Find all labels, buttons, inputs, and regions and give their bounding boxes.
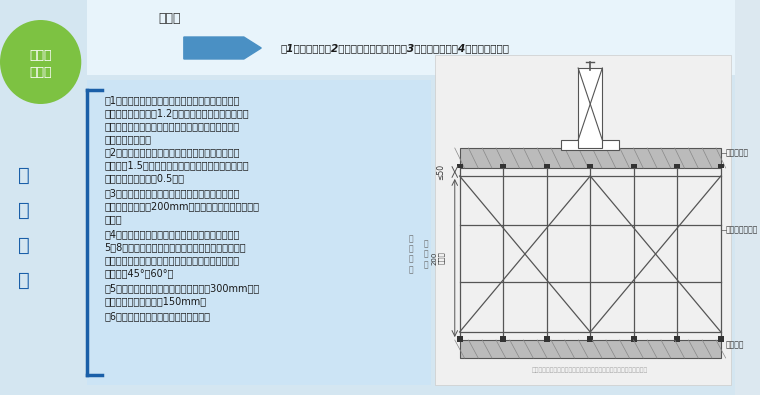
Text: 化: 化 <box>18 201 30 220</box>
Text: 距钢管底端不大于200mm，横向扫地杆在纵向扫地杆: 距钢管底端不大于200mm，横向扫地杆在纵向扫地杆 <box>105 201 259 211</box>
FancyBboxPatch shape <box>87 80 431 385</box>
Text: （1）立杆设置：立杆间距应按照计算书要求进行设: （1）立杆设置：立杆间距应按照计算书要求进行设 <box>105 95 240 105</box>
Text: （2）水平杆步距：步距根据计算要求进行设置，且: （2）水平杆步距：步距根据计算要求进行设置，且 <box>105 147 240 157</box>
FancyBboxPatch shape <box>460 148 721 168</box>
Text: （6）若存在多层地下室，应逐层加固。: （6）若存在多层地下室，应逐层加固。 <box>105 311 211 321</box>
FancyArrow shape <box>184 37 261 59</box>
Text: 固体系: 固体系 <box>30 66 52 79</box>
FancyBboxPatch shape <box>631 164 637 168</box>
FancyBboxPatch shape <box>460 340 721 358</box>
FancyBboxPatch shape <box>0 0 736 395</box>
Text: 剪刀撑连续设置: 剪刀撑连续设置 <box>726 225 758 234</box>
Text: （3）扫地杆：必须设置纵横向扫地杆，纵向扫地杆: （3）扫地杆：必须设置纵横向扫地杆，纵向扫地杆 <box>105 188 240 198</box>
Text: 5～8米，由底至顶连续设置剪刀撑。根据架体高度和: 5～8米，由底至顶连续设置剪刀撑。根据架体高度和 <box>105 242 246 252</box>
FancyBboxPatch shape <box>587 164 593 168</box>
FancyBboxPatch shape <box>457 336 463 342</box>
Text: ≤50: ≤50 <box>435 164 445 180</box>
Text: 水平杆中心线不超过0.5米。: 水平杆中心线不超过0.5米。 <box>105 173 185 183</box>
Text: 深化点: 深化点 <box>158 11 181 24</box>
FancyBboxPatch shape <box>435 55 730 385</box>
Text: 200
按计算: 200 按计算 <box>432 251 445 265</box>
FancyBboxPatch shape <box>457 164 463 168</box>
Text: 基础板板: 基础板板 <box>726 340 744 350</box>
FancyBboxPatch shape <box>587 336 593 342</box>
Text: 入立杆内长度不得小于150mm。: 入立杆内长度不得小于150mm。 <box>105 296 207 306</box>
Text: 不应大于1.5米，顶部水平杆设置应保证立杆伸出顶层: 不应大于1.5米，顶部水平杆设置应保证立杆伸出顶层 <box>105 160 249 170</box>
FancyBboxPatch shape <box>544 164 549 168</box>
Text: 深: 深 <box>18 166 30 184</box>
FancyBboxPatch shape <box>500 164 506 168</box>
FancyBboxPatch shape <box>544 336 549 342</box>
Text: 荷载值，按要求设置水平剪刀撑。剪刀撑斜杆与地面: 荷载值，按要求设置水平剪刀撑。剪刀撑斜杆与地面 <box>105 255 239 265</box>
FancyBboxPatch shape <box>578 68 603 148</box>
Text: 原: 原 <box>18 235 30 254</box>
FancyBboxPatch shape <box>674 164 680 168</box>
FancyBboxPatch shape <box>500 336 506 342</box>
Text: 则: 则 <box>18 271 30 290</box>
FancyBboxPatch shape <box>718 336 724 342</box>
Text: 按
计
算: 按 计 算 <box>423 239 428 269</box>
Text: 设置底座或垫板。: 设置底座或垫板。 <box>105 134 151 144</box>
Text: 置，且间距不应大于1.2米。从标准节中心位置开始向: 置，且间距不应大于1.2米。从标准节中心位置开始向 <box>105 108 249 118</box>
Circle shape <box>0 20 81 104</box>
Text: （5）可调托撑：螺杆伸出长度不宜超过300mm，插: （5）可调托撑：螺杆伸出长度不宜超过300mm，插 <box>105 283 260 293</box>
FancyBboxPatch shape <box>631 336 637 342</box>
Text: （4）剪刀撑：在支撑架外侧周边及内部纵、横向每: （4）剪刀撑：在支撑架外侧周边及内部纵、横向每 <box>105 229 240 239</box>
Text: 加
固
宽
度: 加 固 宽 度 <box>409 234 413 274</box>
FancyBboxPatch shape <box>87 0 736 75</box>
Text: 地下室顶板: 地下室顶板 <box>726 149 749 158</box>
Text: 倾角应为45°～60°。: 倾角应为45°～60°。 <box>105 268 174 278</box>
Text: （1）立杆设置（2）水平杆、扫地杆设置（3）剪刀撑设置（4）可调托撑设置: （1）立杆设置（2）水平杆、扫地杆设置（3）剪刀撑设置（4）可调托撑设置 <box>280 43 510 53</box>
FancyBboxPatch shape <box>718 164 724 168</box>
Text: 下方。: 下方。 <box>105 214 122 224</box>
Text: 顶板加: 顶板加 <box>30 49 52 62</box>
Text: 按计算按设计要按计算按设计要按计算按设计要按计算按设计要按计算: 按计算按设计要按计算按设计要按计算按设计要按计算按设计要按计算 <box>532 367 648 373</box>
FancyBboxPatch shape <box>674 336 680 342</box>
Text: 外排布立杆，最外侧立杆应超出基础范围。立杆底宜: 外排布立杆，最外侧立杆应超出基础范围。立杆底宜 <box>105 121 239 131</box>
FancyBboxPatch shape <box>561 140 619 150</box>
